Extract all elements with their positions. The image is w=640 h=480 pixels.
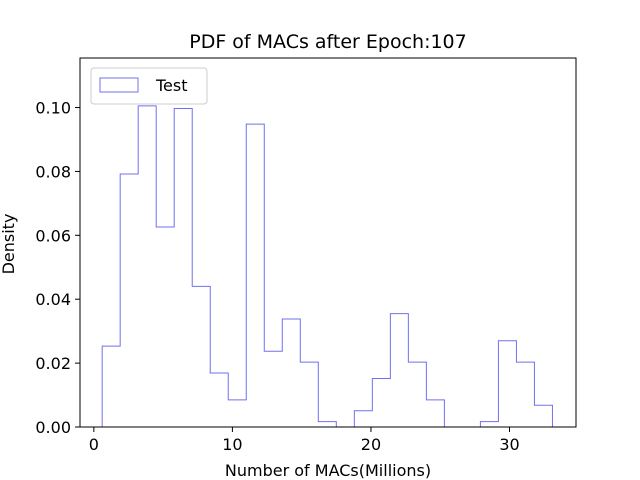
x-tick-label: 30	[499, 435, 519, 454]
y-tick-label: 0.00	[35, 418, 71, 437]
y-tick-label: 0.10	[35, 99, 71, 118]
x-tick-label: 20	[361, 435, 381, 454]
y-tick-label: 0.04	[35, 290, 71, 309]
legend-box	[90, 67, 208, 105]
legend-swatch-test	[99, 77, 139, 93]
x-axis-label: Number of MACs(Millions)	[225, 461, 431, 480]
x-tick-label: 0	[89, 435, 99, 454]
x-tick-label: 10	[222, 435, 242, 454]
plot-area	[101, 105, 553, 428]
legend: Test	[90, 67, 208, 105]
y-tick-label: 0.08	[35, 162, 71, 181]
legend-label-test: Test	[155, 76, 188, 95]
histogram-step-test	[101, 105, 553, 428]
y-tick-label: 0.02	[35, 354, 71, 373]
chart-title: PDF of MACs after Epoch:107	[189, 31, 467, 53]
y-axis-label: Density	[0, 214, 18, 275]
y-tick-label: 0.06	[35, 226, 71, 245]
y-axis: 0.00 0.02 0.04 0.06 0.08 0.10	[35, 99, 80, 437]
x-axis: 0 10 20 30	[89, 427, 520, 454]
axes-frame	[79, 57, 577, 428]
